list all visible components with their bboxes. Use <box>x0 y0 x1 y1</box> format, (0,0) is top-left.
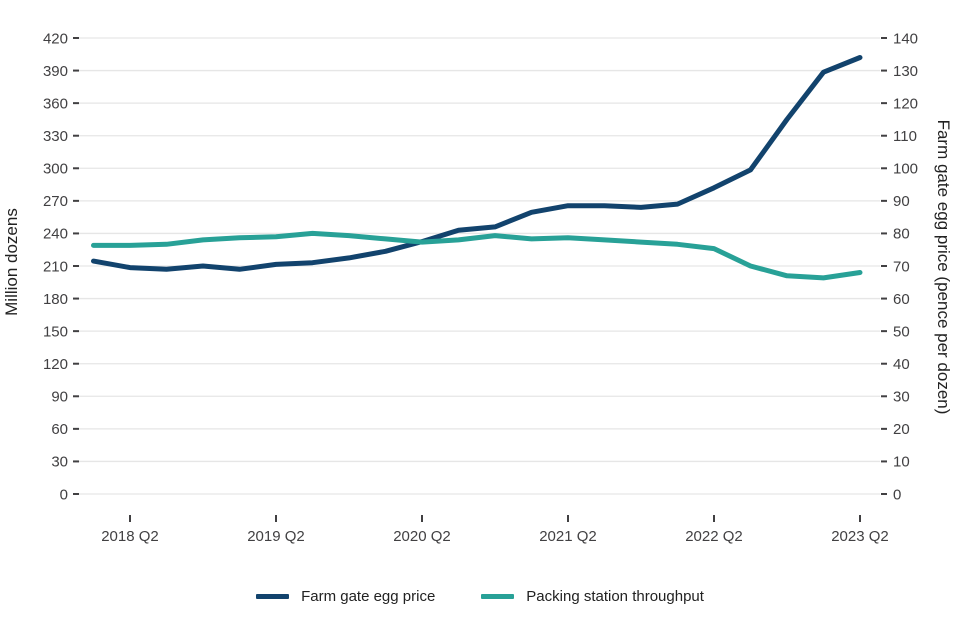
right-axis-ticks: 0 10 20 30 40 50 60 70 80 90 100 110 120 130 140 <box>881 30 918 503</box>
right-axis-tick-label: 70 <box>893 258 910 275</box>
x-axis-tick-label: 2020 Q2 <box>393 528 451 545</box>
left-axis-tick-label: 150 <box>43 323 68 340</box>
right-axis-tick-label: 110 <box>893 128 917 145</box>
left-axis-tick-label: 240 <box>43 226 68 243</box>
x-axis-tick-label: 2022 Q2 <box>685 528 743 545</box>
left-axis-tick-label: 60 <box>51 421 68 438</box>
right-axis-tick-label: 40 <box>893 356 910 373</box>
right-axis-tick-label: 120 <box>893 95 918 112</box>
legend-swatch-farm-gate-egg-price <box>256 594 290 599</box>
left-axis-tick-label: 180 <box>43 291 68 308</box>
left-axis-tick-label: 30 <box>51 454 68 471</box>
left-axis-tick-label: 420 <box>43 30 68 47</box>
right-axis-tick-label: 0 <box>893 486 901 503</box>
left-axis-tick-label: 330 <box>43 128 68 145</box>
left-axis-tick-label: 270 <box>43 193 68 210</box>
right-axis-tick-label: 30 <box>893 389 910 406</box>
right-axis-tick-label: 90 <box>893 193 910 210</box>
right-axis-tick-label: 140 <box>893 30 918 47</box>
legend-item-farm-gate-egg-price: Farm gate egg price <box>256 588 435 605</box>
left-axis-tick-label: 300 <box>43 161 68 178</box>
left-axis-tick-label: 360 <box>43 95 68 112</box>
left-axis-ticks: 0 30 60 90 120 150 180 210 240 270 300 330 360 390 420 <box>43 30 79 503</box>
series-line-packing-station-throughput <box>91 230 863 281</box>
right-axis-title: Farm gate egg price (pence per dozen) <box>934 119 953 415</box>
right-axis-tick-label: 50 <box>893 323 910 340</box>
legend-item-packing-station-throughput: Packing station throughput <box>481 588 704 605</box>
legend-label-packing-station-throughput: Packing station throughput <box>526 588 704 605</box>
x-axis-tick-label: 2019 Q2 <box>247 528 305 545</box>
legend: Farm gate egg price Packing station thro… <box>0 588 960 605</box>
legend-label-farm-gate-egg-price: Farm gate egg price <box>301 588 436 605</box>
right-axis-tick-label: 80 <box>893 226 910 243</box>
x-axis-tick-label: 2018 Q2 <box>101 528 159 545</box>
left-axis-tick-label: 90 <box>51 389 68 406</box>
left-axis-tick-label: 0 <box>60 486 68 503</box>
left-axis-tick-label: 120 <box>43 356 68 373</box>
series-line-farm-gate-egg-price <box>91 55 863 272</box>
right-axis-tick-label: 60 <box>893 291 910 308</box>
left-axis-tick-label: 210 <box>43 258 68 275</box>
legend-swatch-packing-station-throughput <box>481 594 515 599</box>
right-axis-tick-label: 10 <box>893 454 910 471</box>
right-axis-tick-label: 130 <box>893 63 918 80</box>
right-axis-tick-label: 20 <box>893 421 910 438</box>
x-axis-tick-label: 2021 Q2 <box>539 528 597 545</box>
x-axis-ticks: 2018 Q2 2019 Q2 2020 Q2 2021 Q2 2022 Q2 2023 … <box>101 515 889 545</box>
left-axis-tick-label: 390 <box>43 63 68 80</box>
x-axis-tick-label: 2023 Q2 <box>831 528 889 545</box>
left-axis-title: Million dozens <box>2 208 21 316</box>
gridlines <box>78 37 880 495</box>
right-axis-tick-label: 100 <box>893 161 918 178</box>
